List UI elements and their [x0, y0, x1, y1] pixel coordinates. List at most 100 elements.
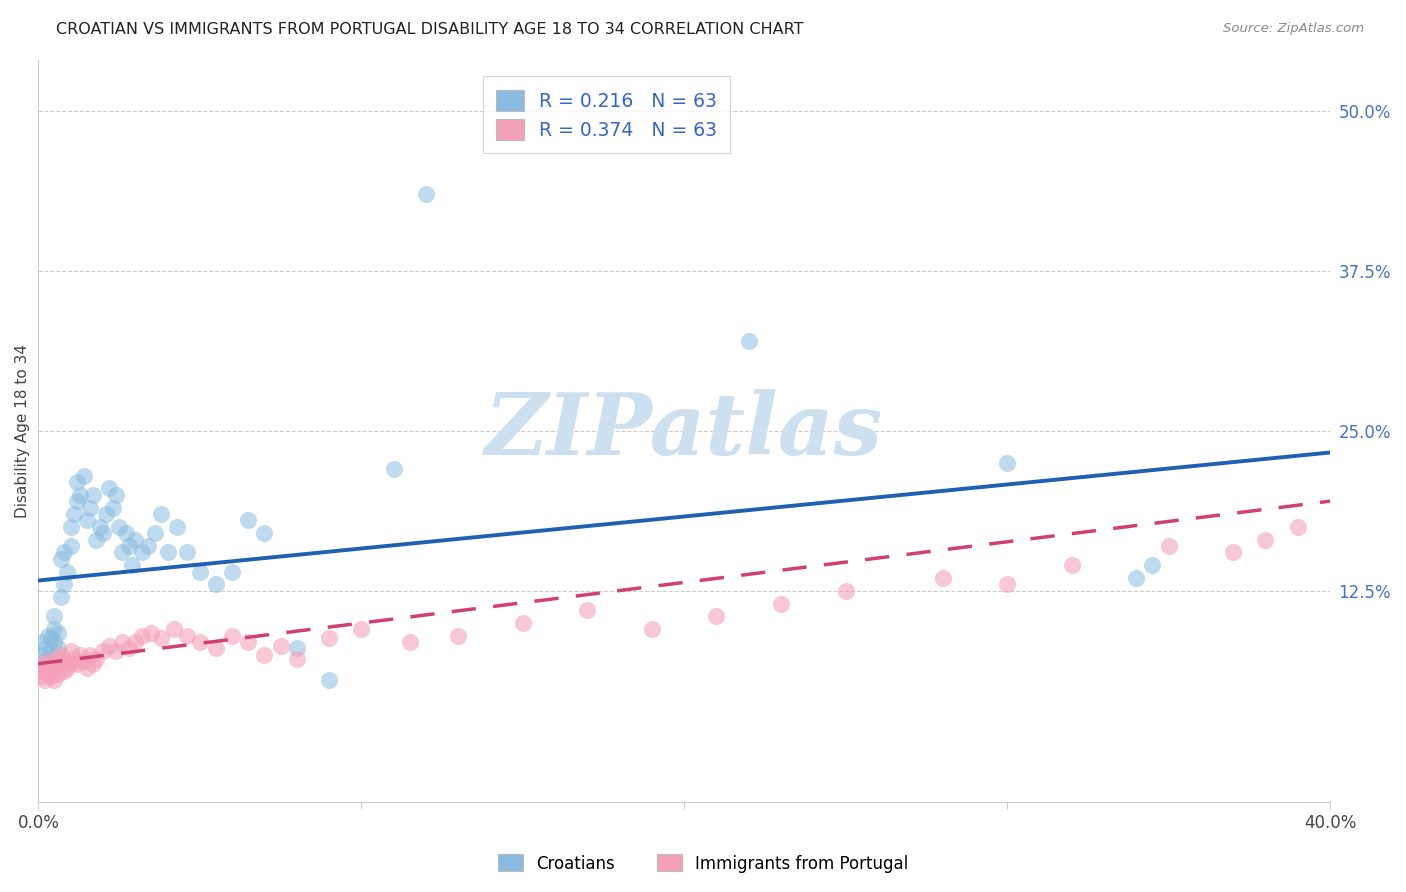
Point — [834, 583, 856, 598]
Point — [108, 520, 131, 534]
Point — [770, 597, 793, 611]
Point — [1254, 533, 1277, 547]
Point — [63, 507, 86, 521]
Point — [111, 545, 134, 559]
Point — [66, 475, 89, 489]
Point — [121, 558, 143, 573]
Point — [46, 626, 69, 640]
Point — [56, 660, 79, 674]
Point — [39, 657, 62, 671]
Point — [124, 635, 146, 649]
Point — [382, 462, 405, 476]
Point — [447, 628, 470, 642]
Text: CROATIAN VS IMMIGRANTS FROM PORTUGAL DISABILITY AGE 18 TO 34 CORRELATION CHART: CROATIAN VS IMMIGRANTS FROM PORTUGAL DIS… — [56, 22, 804, 37]
Point — [124, 533, 146, 547]
Point — [114, 526, 136, 541]
Point — [111, 635, 134, 649]
Point — [53, 654, 76, 668]
Point — [131, 628, 153, 642]
Point — [253, 526, 276, 541]
Point — [46, 651, 69, 665]
Point — [31, 657, 53, 671]
Point — [31, 635, 53, 649]
Point — [641, 622, 664, 636]
Point — [89, 520, 111, 534]
Y-axis label: Disability Age 18 to 34: Disability Age 18 to 34 — [15, 343, 30, 517]
Point — [141, 626, 163, 640]
Point — [318, 673, 340, 688]
Text: Source: ZipAtlas.com: Source: ZipAtlas.com — [1223, 22, 1364, 36]
Point — [34, 654, 56, 668]
Point — [53, 577, 76, 591]
Point — [59, 520, 82, 534]
Point — [150, 507, 173, 521]
Point — [415, 186, 437, 201]
Point — [188, 565, 211, 579]
Point — [1286, 520, 1309, 534]
Point — [66, 494, 89, 508]
Point — [238, 513, 260, 527]
Point — [166, 520, 188, 534]
Point — [176, 545, 198, 559]
Point — [576, 603, 599, 617]
Point — [98, 639, 121, 653]
Point — [350, 622, 373, 636]
Point — [34, 641, 56, 656]
Point — [86, 651, 108, 665]
Point — [205, 577, 228, 591]
Point — [318, 631, 340, 645]
Point — [253, 648, 276, 662]
Point — [156, 545, 179, 559]
Point — [738, 334, 761, 348]
Point — [49, 648, 72, 662]
Point — [1222, 545, 1244, 559]
Point — [79, 648, 101, 662]
Point — [44, 660, 66, 674]
Point — [66, 657, 89, 671]
Point — [59, 539, 82, 553]
Point — [118, 539, 141, 553]
Point — [270, 639, 292, 653]
Point — [53, 665, 76, 679]
Point — [37, 654, 59, 668]
Point — [101, 500, 124, 515]
Point — [31, 669, 53, 683]
Point — [53, 545, 76, 559]
Point — [27, 665, 49, 679]
Point — [69, 648, 91, 662]
Point — [37, 651, 59, 665]
Point — [398, 635, 420, 649]
Point — [221, 628, 243, 642]
Point — [44, 622, 66, 636]
Point — [69, 488, 91, 502]
Point — [79, 500, 101, 515]
Point — [46, 641, 69, 656]
Legend: Croatians, Immigrants from Portugal: Croatians, Immigrants from Portugal — [491, 847, 915, 880]
Point — [285, 651, 308, 665]
Point — [104, 488, 127, 502]
Point — [176, 628, 198, 642]
Legend: R = 0.216   N = 63, R = 0.374   N = 63: R = 0.216 N = 63, R = 0.374 N = 63 — [484, 77, 730, 153]
Point — [86, 533, 108, 547]
Point — [94, 507, 117, 521]
Point — [37, 660, 59, 674]
Point — [1060, 558, 1083, 573]
Point — [39, 669, 62, 683]
Point — [91, 526, 114, 541]
Point — [34, 660, 56, 674]
Point — [163, 622, 186, 636]
Point — [1142, 558, 1164, 573]
Point — [931, 571, 953, 585]
Point — [143, 526, 166, 541]
Point — [1125, 571, 1147, 585]
Point — [98, 481, 121, 495]
Point — [150, 631, 173, 645]
Point — [34, 673, 56, 688]
Point — [136, 539, 159, 553]
Point — [512, 615, 534, 630]
Point — [59, 644, 82, 658]
Point — [63, 651, 86, 665]
Point — [995, 577, 1018, 591]
Point — [82, 657, 104, 671]
Point — [76, 513, 98, 527]
